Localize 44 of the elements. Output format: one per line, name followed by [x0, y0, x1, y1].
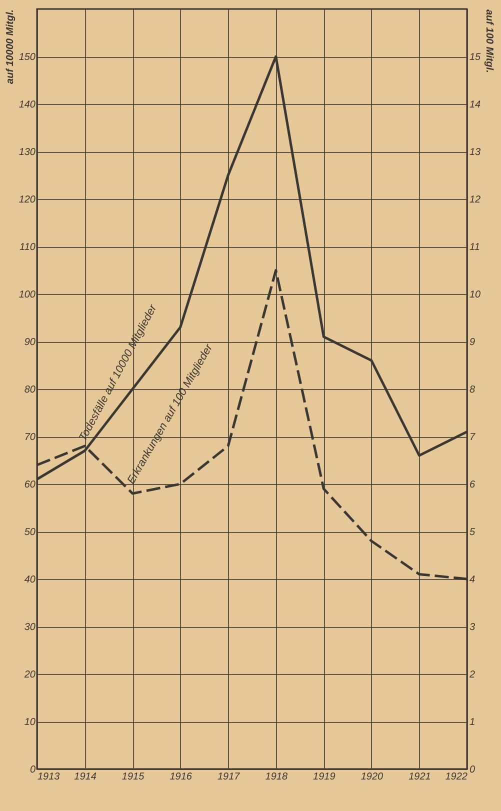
y-tick-label: 30	[24, 622, 36, 633]
y2-tick-label: 10	[470, 290, 482, 300]
y2-tick-label: 12	[470, 194, 482, 206]
y-tick-label: 60	[24, 480, 36, 490]
y-tick-label: 150	[18, 52, 36, 63]
x-tick-label: 1916	[170, 772, 192, 782]
x-tick-label: 1915	[122, 772, 145, 782]
y2-tick-label: 1	[470, 717, 476, 728]
y2-axis-title: auf 100 Mitgl.	[484, 10, 495, 73]
y-tick-label: 20	[23, 670, 36, 680]
y-tick-label: 90	[24, 337, 36, 348]
y2-tick-label: 3	[470, 622, 476, 633]
y-tick-label: 110	[20, 242, 36, 253]
y-tick-label: 100	[18, 290, 36, 300]
y-axis-title: auf 10000 Mitgl.	[4, 10, 16, 84]
y2-tick-label: 0	[470, 764, 476, 776]
x-tick-label: 1917	[217, 772, 240, 782]
y2-tick-label: 5	[470, 527, 476, 538]
x-tick-label: 1913	[38, 772, 60, 782]
x-tick-label: 1919	[313, 772, 336, 782]
y2-tick-label: 6	[470, 480, 476, 490]
y-tick-label: 40	[24, 574, 36, 586]
x-tick-label: 1918	[265, 772, 288, 782]
x-tick-label: 1914	[74, 772, 97, 782]
y2-tick-label: 8	[470, 384, 476, 396]
y-tick-label: 80	[24, 384, 36, 396]
y2-tick-label: 15	[470, 52, 482, 63]
y-tick-label: 70	[24, 432, 36, 443]
y-tick-label: 130	[18, 147, 36, 158]
y2-tick-label: 9	[470, 337, 476, 348]
y2-tick-label: 13	[470, 147, 482, 158]
y2-tick-label: 2	[468, 670, 476, 680]
y2-tick-label: 11	[470, 242, 480, 253]
x-tick-label: 1921	[408, 772, 431, 782]
y-tick-label: 0	[30, 764, 36, 776]
x-tick-label: 1920	[360, 772, 384, 782]
y2-tick-label: 7	[470, 432, 476, 443]
y-tick-label: 140	[18, 100, 36, 110]
y2-tick-label: 14	[470, 100, 482, 110]
y2-tick-label: 4	[470, 574, 476, 586]
x-tick-label: 1922	[445, 772, 468, 782]
y-tick-label: 120	[18, 194, 36, 206]
y-tick-label: 50	[24, 527, 36, 538]
y-tick-label: 10	[24, 717, 36, 728]
